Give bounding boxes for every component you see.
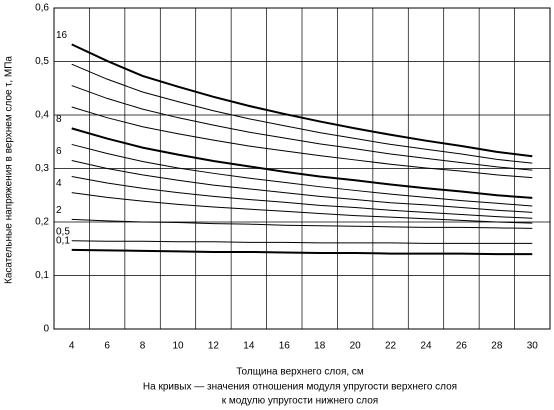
x-tick-label: 8	[140, 341, 146, 352]
curve-label: 16	[56, 30, 68, 41]
y-tick-label: 0,2	[35, 217, 49, 228]
series-line	[71, 159, 533, 213]
curve-label: 0,1	[56, 235, 70, 246]
curve-label: 6	[56, 146, 62, 157]
series-line	[71, 127, 533, 199]
curve-label: 0,5	[56, 226, 70, 237]
x-tick-label: 20	[350, 341, 362, 352]
y-axis-title: Касательные напряжения в верхнем слое τ,…	[4, 56, 15, 284]
y-tick-label: 0,6	[35, 3, 49, 14]
curve-label: 8	[56, 114, 62, 125]
series-line	[71, 218, 533, 229]
series-line	[71, 143, 533, 207]
y-tick-label: 0,5	[35, 56, 49, 67]
x-tick-label: 4	[69, 341, 75, 352]
x-tick-label: 16	[279, 341, 291, 352]
series-line	[71, 85, 533, 171]
note: На кривых — значения отношения модуля уп…	[143, 382, 457, 393]
series-line	[71, 248, 533, 256]
series-line	[71, 63, 533, 164]
x-tick-label: 26	[456, 341, 468, 352]
y-tick-label: 0,1	[35, 270, 49, 281]
series-line	[71, 240, 533, 244]
series-line	[71, 176, 533, 219]
x-tick-label: 18	[314, 341, 326, 352]
x-axis-title: Толщина верхнего слоя, см	[236, 367, 364, 378]
x-tick-label: 14	[243, 341, 255, 352]
curve-label: 4	[56, 178, 62, 189]
series-line	[71, 43, 533, 158]
x-tick-label: 30	[527, 341, 539, 352]
x-tick-label: 28	[491, 341, 503, 352]
y-tick-label: 0,3	[35, 163, 49, 174]
series-line	[71, 192, 533, 224]
series-line	[71, 106, 533, 179]
y-tick-label: 0	[43, 324, 49, 335]
x-tick-label: 22	[385, 341, 397, 352]
x-tick-label: 12	[208, 341, 220, 352]
x-tick-label: 6	[104, 341, 110, 352]
note: к модулю упругости нижнего слоя	[222, 396, 378, 407]
curve-label: 2	[56, 205, 62, 216]
x-tick-label: 10	[172, 341, 184, 352]
x-tick-label: 24	[420, 341, 432, 352]
y-tick-label: 0,4	[35, 110, 49, 121]
